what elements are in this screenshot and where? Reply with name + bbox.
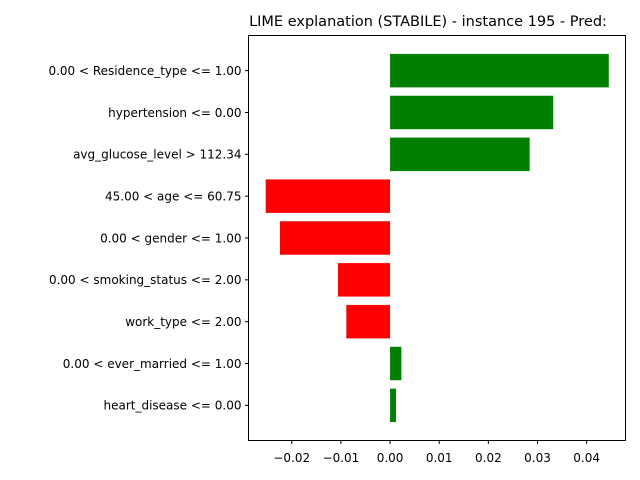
bar-0: [390, 53, 609, 88]
y-tick-label-5: 0.00 < smoking_status <= 2.00: [49, 273, 242, 287]
y-tick-label-4: 0.00 < gender <= 1.00: [100, 231, 241, 245]
x-tick-label-5: 0.03: [524, 451, 551, 465]
x-tick-label-3: 0.01: [426, 451, 453, 465]
x-tick-label-4: 0.02: [475, 451, 502, 465]
x-tick-label-6: 0.04: [573, 451, 600, 465]
bar-5: [337, 263, 391, 297]
x-tick-label-1: −0.01: [323, 451, 360, 465]
y-tick-label-3: 45.00 < age <= 60.75: [105, 189, 241, 203]
y-tick-label-7: 0.00 < ever_married <= 1.00: [63, 357, 242, 371]
bar-8: [390, 388, 396, 423]
bar-7: [390, 346, 402, 381]
y-tick-label-0: 0.00 < Residence_type <= 1.00: [48, 64, 241, 78]
y-axis: 0.00 < Residence_type <= 1.00 hypertensio…: [48, 64, 249, 413]
y-tick-label-2: avg_glucose_level > 112.34: [73, 148, 241, 162]
bar-6: [346, 304, 391, 339]
x-tick-label-2: 0.00: [377, 451, 404, 465]
y-tick-label-6: work_type <= 2.00: [125, 315, 241, 329]
bar-3: [265, 179, 391, 213]
chart-title: LIME explanation (STABILE) - instance 19…: [249, 14, 607, 30]
x-axis: −0.02 −0.01 0.00 0.01 0.02 0.03 0.04: [273, 440, 600, 465]
bars-layer: [265, 53, 609, 423]
bar-4: [279, 221, 391, 255]
bar-2: [390, 137, 530, 172]
y-tick-label-8: heart_disease <= 0.00: [103, 399, 241, 413]
y-tick-label-1: hypertension <= 0.00: [108, 106, 241, 120]
bar-1: [390, 95, 554, 130]
x-tick-label-0: −0.02: [273, 451, 310, 465]
